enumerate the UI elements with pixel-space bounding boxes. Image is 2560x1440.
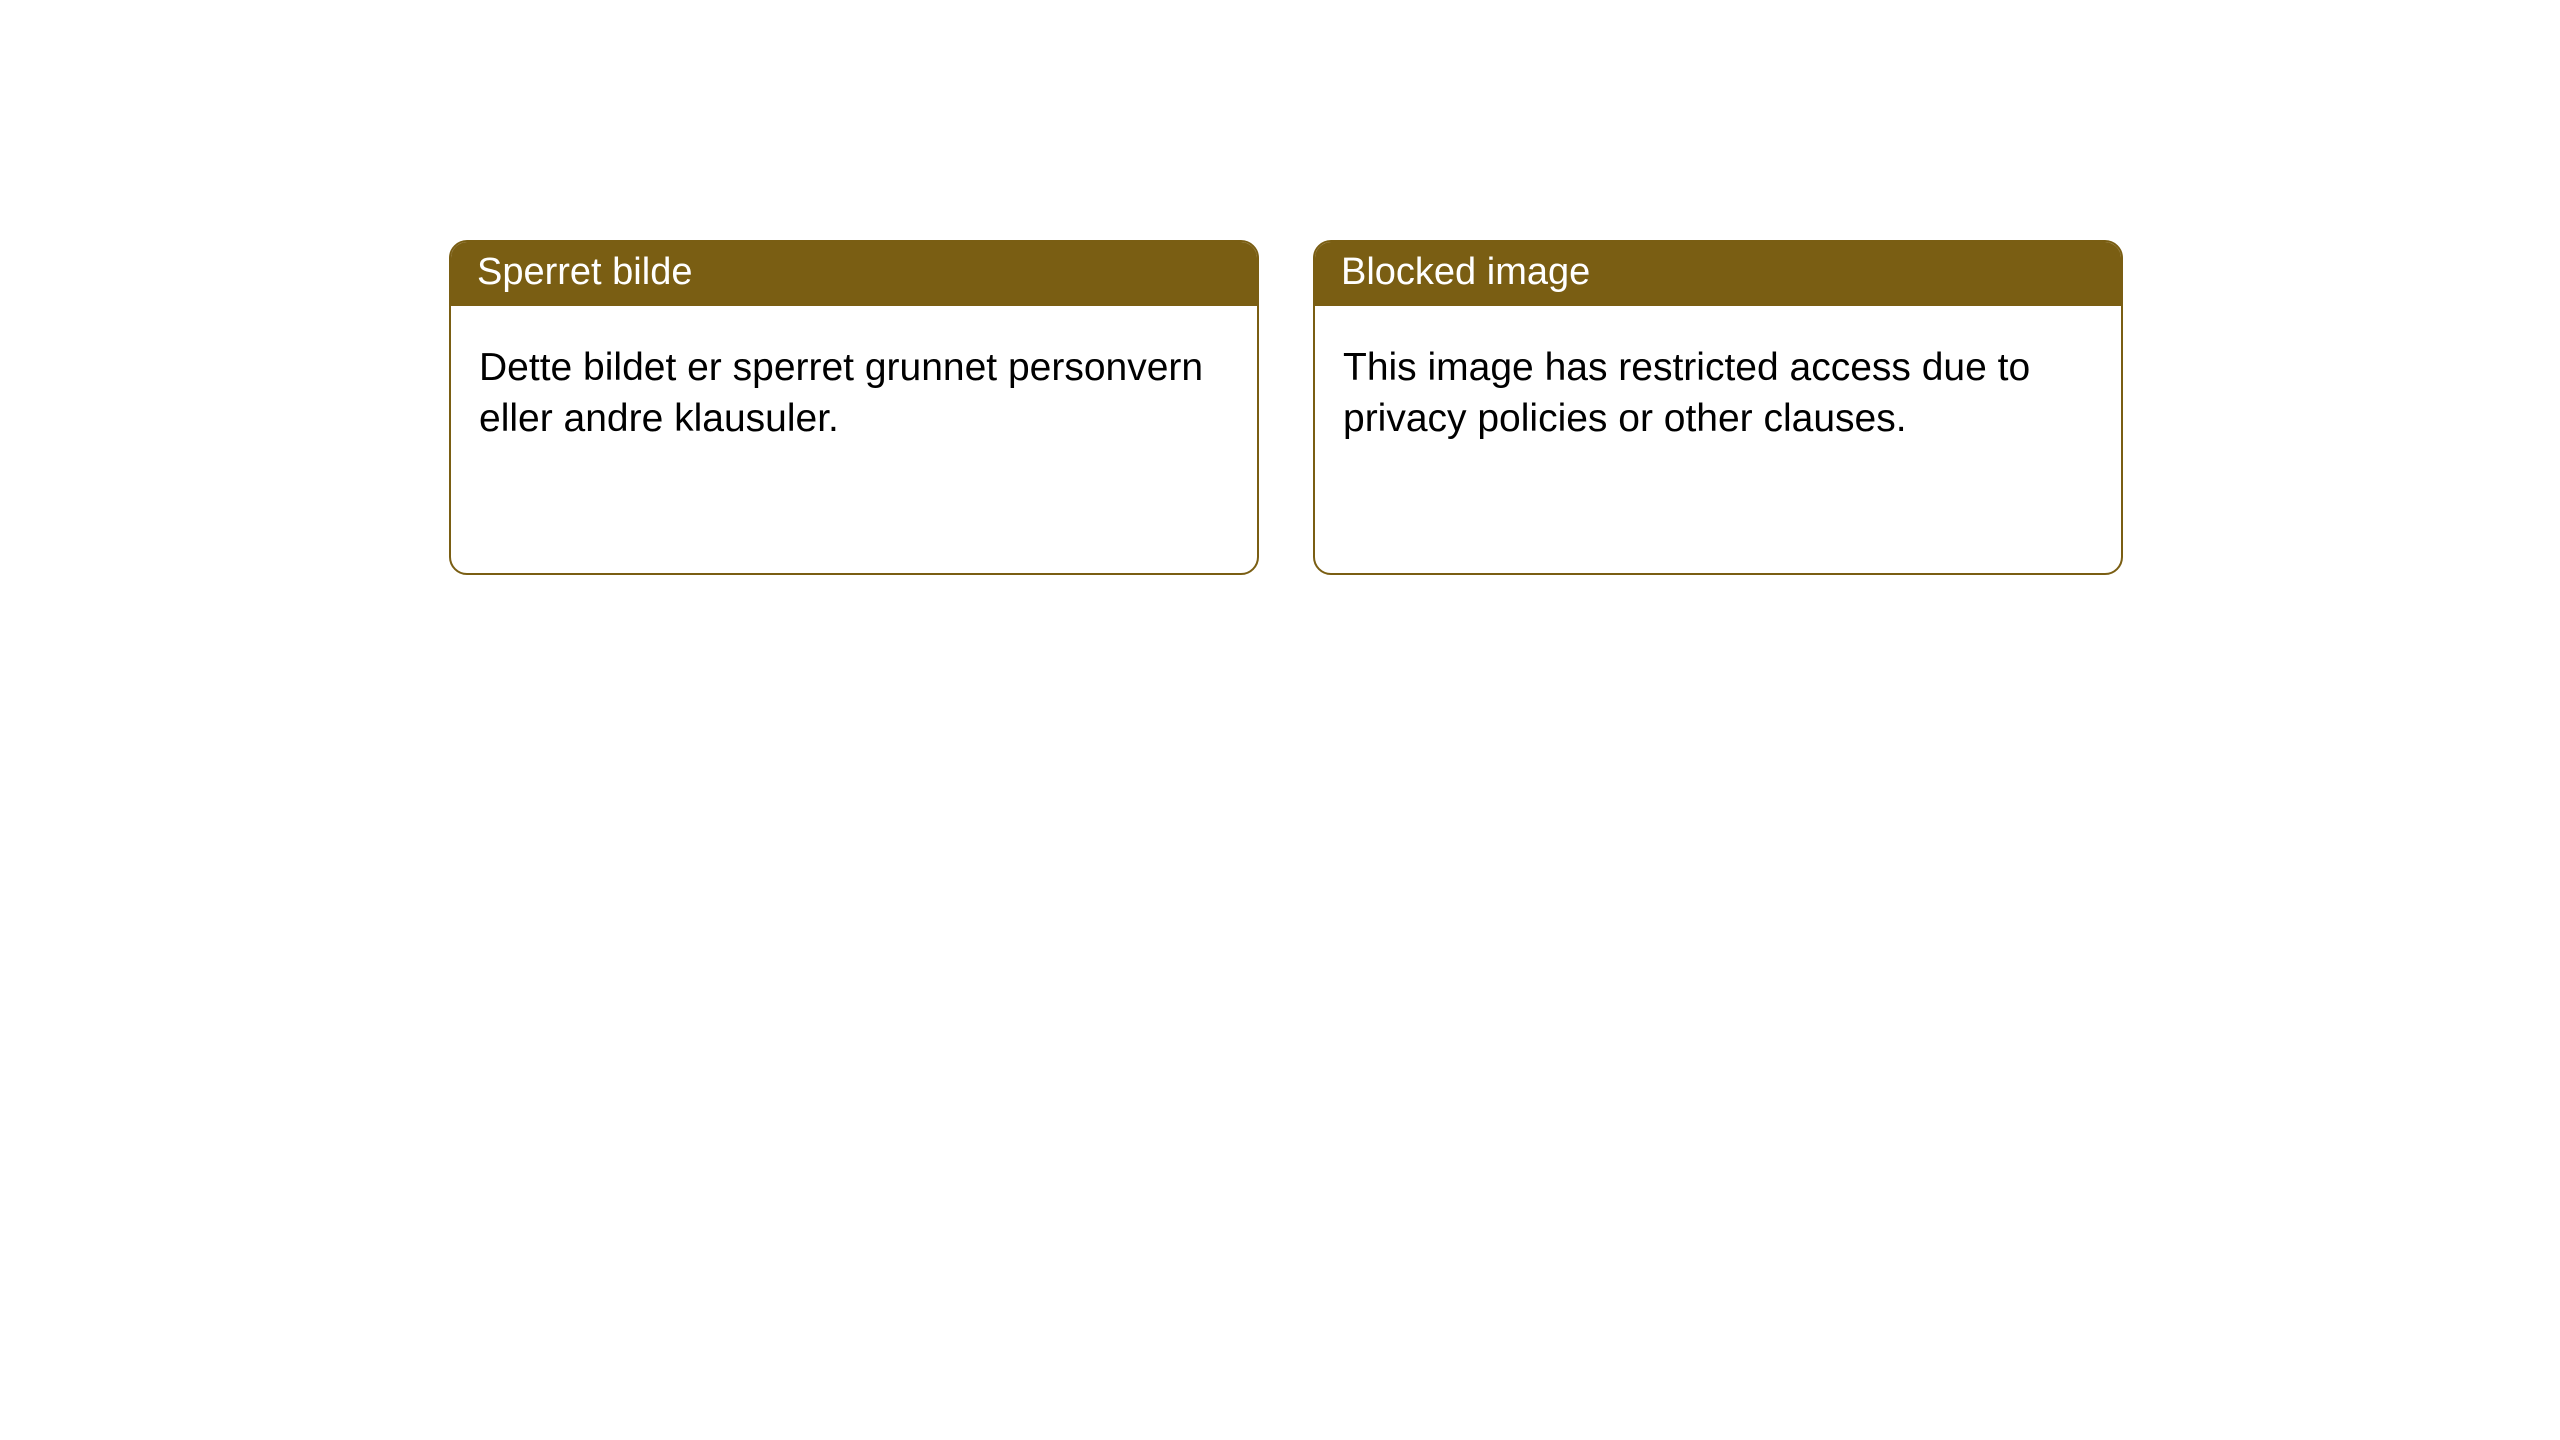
notice-card-english: Blocked image This image has restricted … [1313,240,2123,575]
notice-header-norwegian: Sperret bilde [451,242,1257,306]
notice-body-english: This image has restricted access due to … [1315,306,2121,481]
notice-card-norwegian: Sperret bilde Dette bildet er sperret gr… [449,240,1259,575]
notice-container: Sperret bilde Dette bildet er sperret gr… [0,0,2560,575]
notice-body-norwegian: Dette bildet er sperret grunnet personve… [451,306,1257,481]
notice-header-english: Blocked image [1315,242,2121,306]
